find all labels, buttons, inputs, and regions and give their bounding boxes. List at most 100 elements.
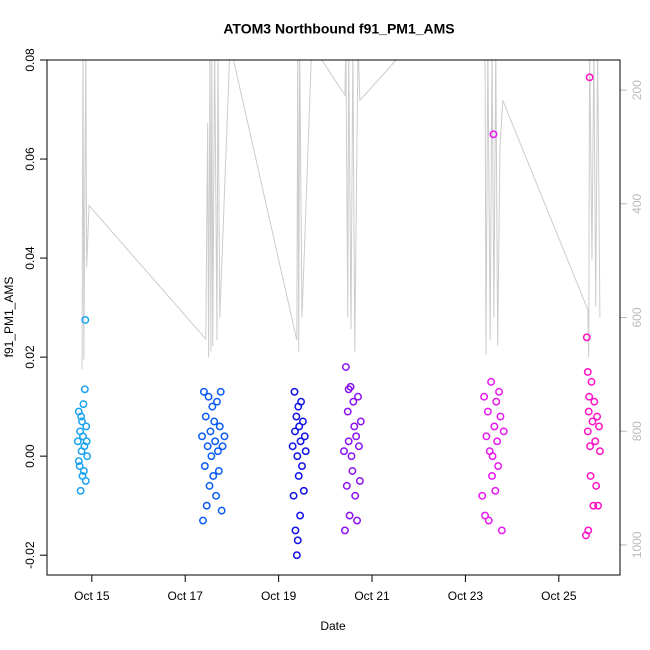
point — [584, 526, 593, 535]
x-tick-label: Oct 21 — [354, 589, 390, 603]
chart-title: ATOM3 Northbound f91_PM1_AMS — [223, 21, 454, 37]
point — [355, 442, 363, 451]
point — [300, 432, 309, 441]
point — [347, 452, 356, 461]
point — [482, 432, 491, 441]
point — [490, 422, 499, 431]
point — [491, 486, 500, 495]
point — [220, 432, 229, 441]
point — [199, 387, 208, 396]
point — [355, 476, 364, 485]
y-tick-label: -0.02 — [23, 541, 37, 569]
point — [585, 392, 594, 401]
point — [78, 417, 86, 426]
point — [499, 427, 508, 436]
point — [595, 447, 604, 456]
point — [73, 437, 82, 446]
point — [584, 407, 593, 416]
point — [209, 472, 218, 480]
point — [211, 437, 220, 446]
y2-line — [81, 60, 601, 370]
point — [74, 457, 83, 466]
point — [487, 377, 496, 386]
point — [82, 437, 91, 446]
point — [79, 432, 87, 441]
point — [583, 368, 592, 376]
point — [495, 387, 503, 396]
point — [296, 437, 305, 446]
point — [207, 452, 216, 461]
point — [290, 387, 299, 396]
point — [595, 422, 603, 431]
point — [294, 472, 303, 480]
point — [586, 442, 595, 451]
point — [217, 506, 226, 515]
point — [80, 385, 89, 394]
x-tick-label: Oct 19 — [261, 589, 297, 603]
point — [492, 397, 501, 406]
point — [297, 397, 305, 406]
y2-tick-label: 600 — [630, 307, 644, 327]
point — [349, 397, 358, 406]
y-tick-label: 0.08 — [23, 48, 37, 72]
point — [299, 486, 308, 495]
point — [341, 363, 350, 371]
plot-layer: Oct 15 Oct 17 Oct 19 Oct 21 Oct 23 Oct 25 -0.0… — [23, 48, 644, 603]
point — [214, 467, 223, 475]
point — [218, 442, 227, 451]
point — [206, 427, 215, 436]
point — [198, 432, 206, 441]
point — [213, 447, 222, 456]
point — [350, 422, 359, 431]
point — [345, 511, 354, 520]
point — [586, 472, 595, 480]
point — [496, 412, 505, 421]
y-tick-label: 0.02 — [23, 345, 37, 369]
point — [298, 462, 306, 471]
point — [583, 427, 592, 436]
point — [582, 333, 591, 342]
point — [289, 491, 298, 500]
point — [77, 412, 86, 421]
point — [589, 501, 598, 510]
point — [497, 526, 506, 535]
point — [79, 467, 88, 475]
point — [592, 481, 601, 490]
point — [291, 427, 299, 436]
point — [483, 407, 492, 416]
point — [352, 432, 361, 441]
point — [340, 447, 348, 456]
point — [344, 385, 353, 394]
point — [82, 422, 91, 431]
point — [480, 392, 489, 401]
x-axis-label: Date — [320, 619, 346, 633]
point — [210, 417, 219, 426]
y2-tick-label: 200 — [630, 80, 644, 100]
x-tick-label: Oct 25 — [541, 589, 577, 603]
point — [212, 491, 221, 500]
point — [301, 447, 310, 456]
point — [353, 516, 362, 525]
point — [342, 481, 351, 490]
y-tick-label: 0.04 — [23, 246, 37, 270]
y-axis-label: f91_PM1_AMS — [2, 277, 16, 358]
point — [204, 392, 213, 401]
point — [202, 501, 211, 510]
point — [478, 491, 487, 500]
point — [215, 422, 224, 431]
plot-area — [73, 60, 604, 560]
point — [488, 452, 497, 461]
point — [489, 130, 498, 139]
point — [488, 472, 496, 480]
point — [292, 412, 301, 421]
point — [296, 511, 305, 520]
point — [494, 462, 503, 471]
y2-tick-label: 400 — [630, 193, 644, 213]
x-tick-label: Oct 17 — [168, 589, 204, 603]
point — [593, 412, 602, 421]
point — [293, 452, 302, 461]
point — [293, 536, 302, 545]
point — [348, 467, 357, 475]
